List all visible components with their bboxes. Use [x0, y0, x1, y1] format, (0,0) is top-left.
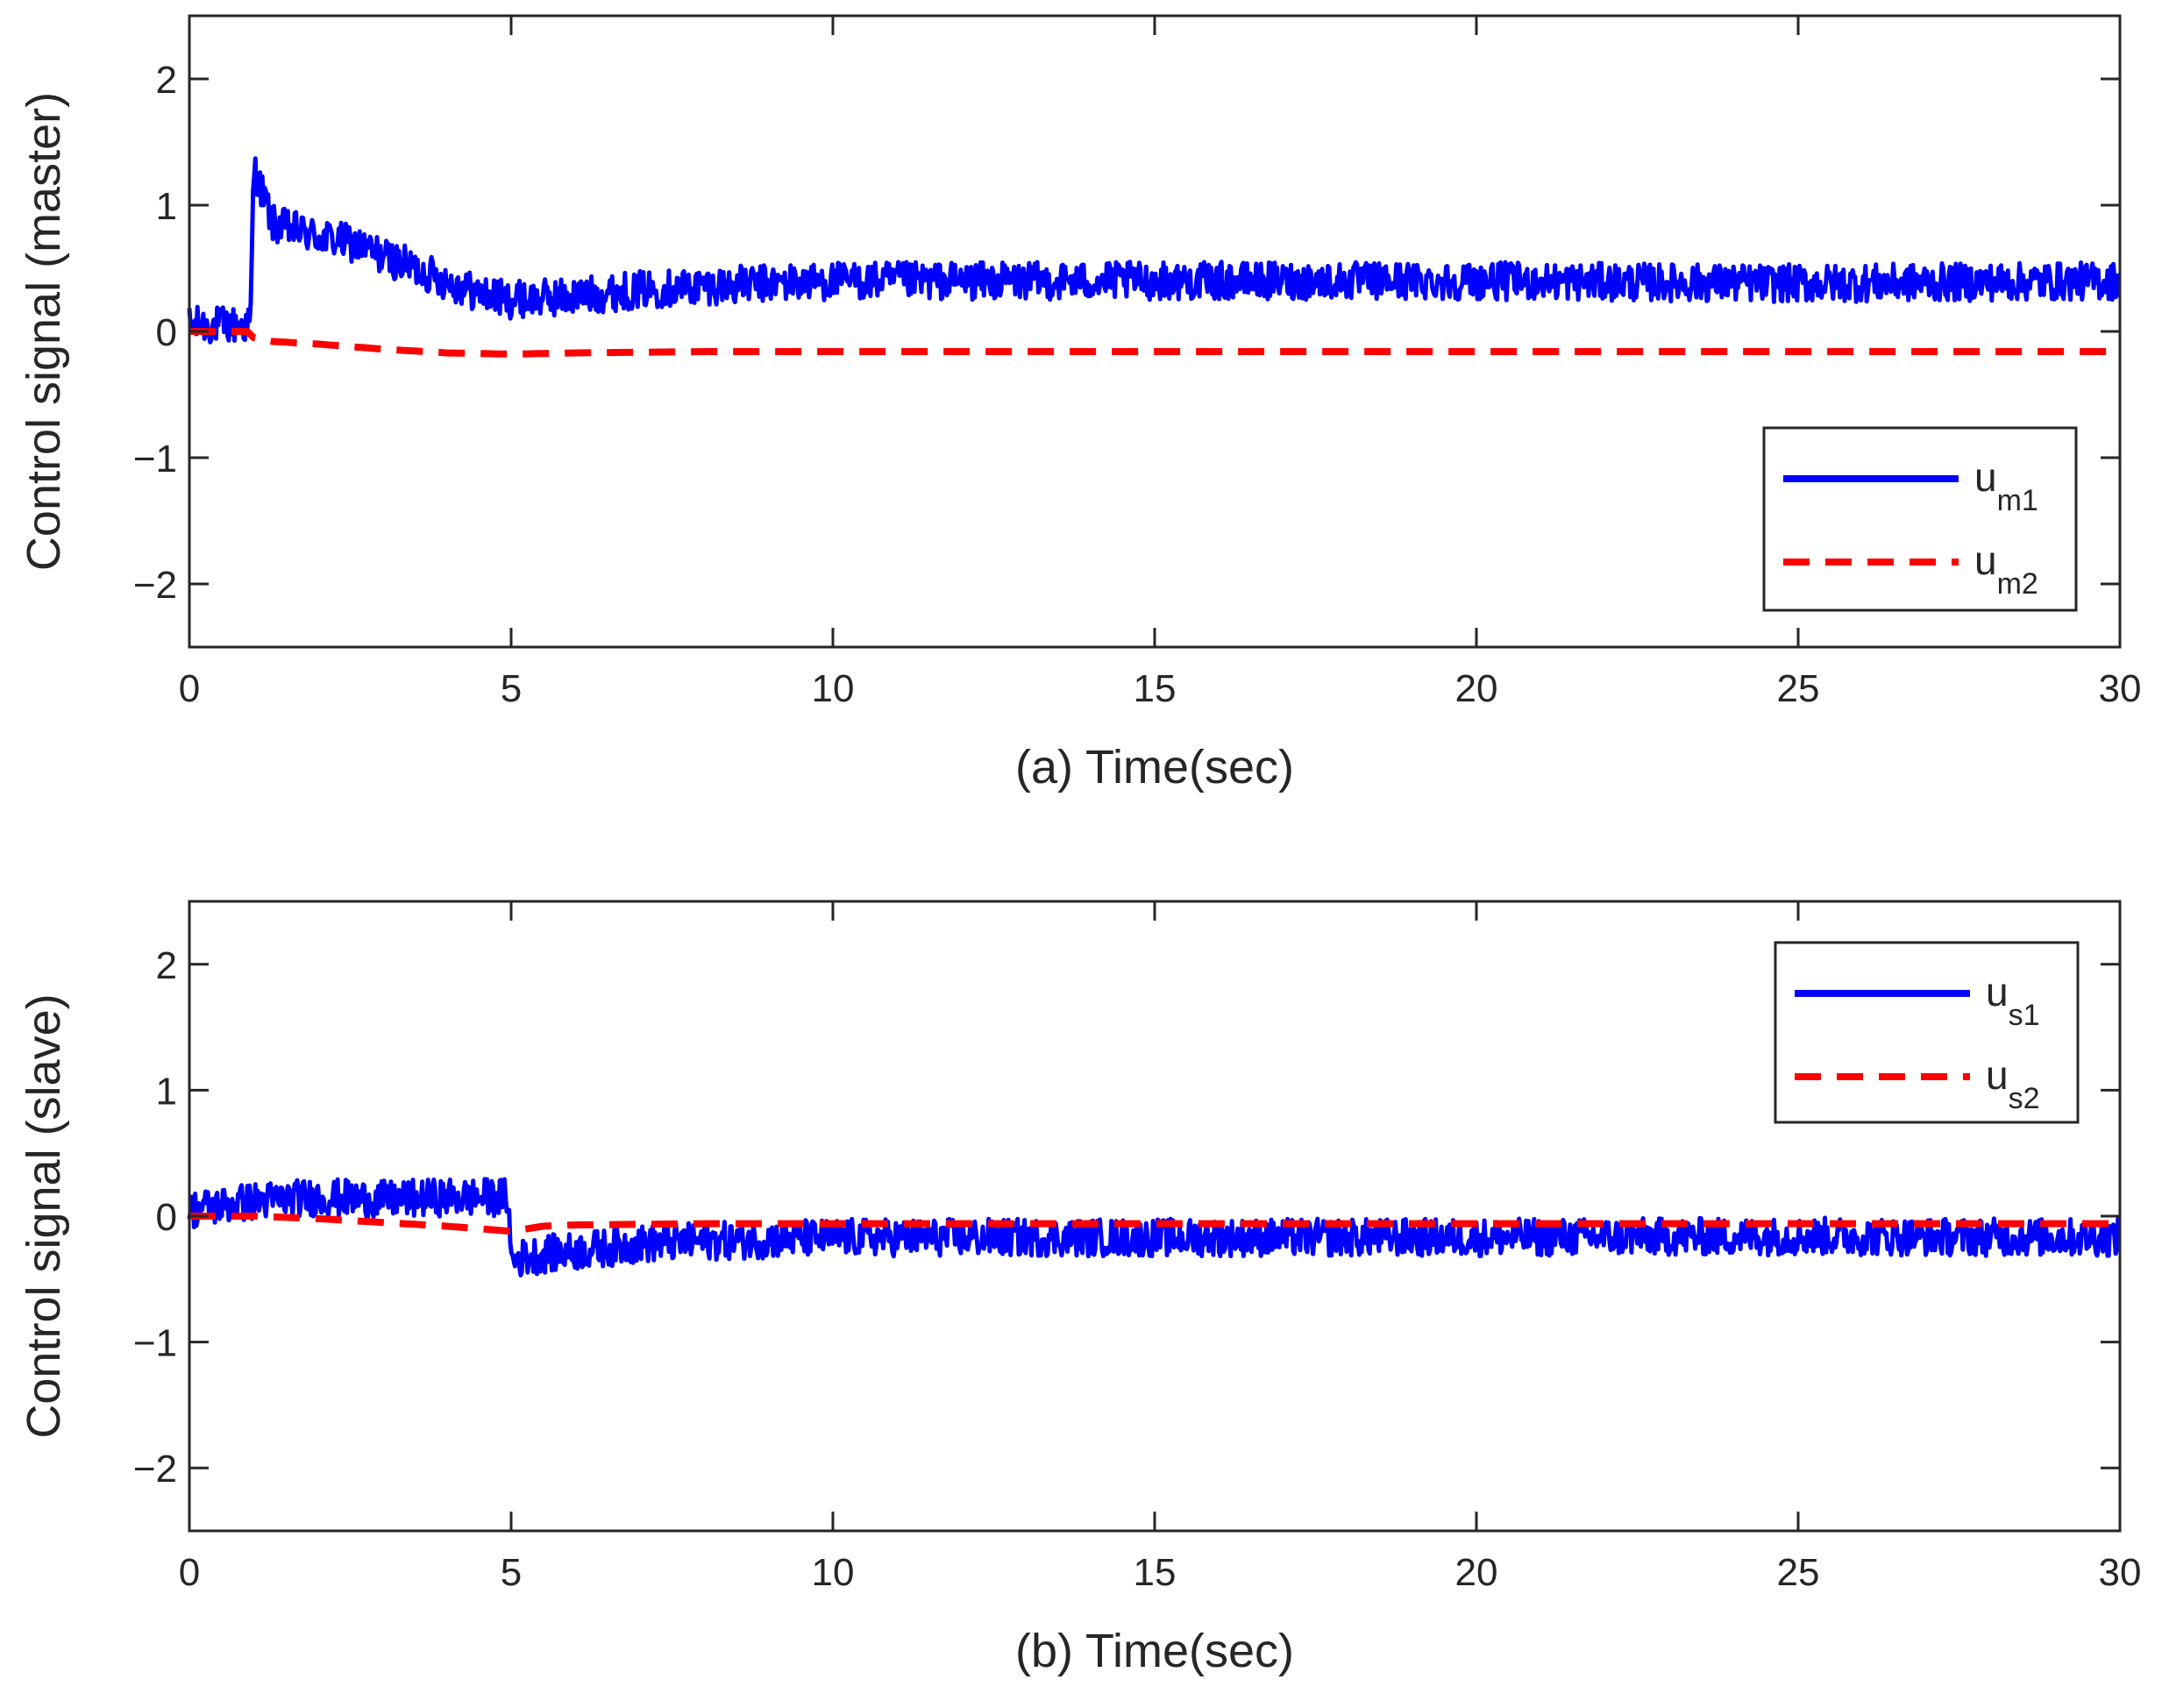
- series-line-m1: [187, 156, 2122, 345]
- series-line-m2: [188, 328, 2121, 358]
- legend-label-base: u: [1974, 454, 1997, 500]
- y-tick-label: −2: [133, 1448, 177, 1491]
- x-axis-label: (b) Time(sec): [1015, 1625, 1294, 1677]
- x-tick-label: 25: [1777, 667, 1820, 710]
- y-tick-label: 2: [156, 59, 177, 102]
- legend-label-m1: um1: [1974, 454, 2038, 517]
- legend-label-m2: um2: [1974, 537, 2038, 601]
- legend-label-base: u: [1974, 537, 1997, 583]
- y-tick-label: 0: [156, 311, 177, 354]
- x-tick-label: 0: [179, 667, 200, 710]
- x-tick-label: 15: [1134, 1551, 1177, 1594]
- x-tick-label: 10: [812, 1551, 855, 1594]
- legend-box: [1774, 941, 2080, 1124]
- y-axis-label: Control signal (master): [18, 92, 70, 571]
- x-tick-label: 0: [179, 1551, 200, 1594]
- y-tick-label: 2: [156, 944, 177, 987]
- x-tick-label: 20: [1455, 1551, 1498, 1594]
- legend-label-subscript: m2: [1997, 567, 2038, 601]
- y-tick-label: −2: [133, 564, 177, 607]
- legend-label-s1: us1: [1986, 969, 2040, 1032]
- legend-box: [1762, 426, 2078, 612]
- y-tick-label: 1: [156, 185, 177, 228]
- y-tick-label: 0: [156, 1196, 177, 1239]
- legend-label-subscript: s2: [2009, 1082, 2040, 1115]
- y-axis-label: Control signal (slave): [18, 993, 70, 1438]
- legend-label-subscript: m1: [1997, 484, 2038, 517]
- x-tick-label: 15: [1134, 667, 1177, 710]
- x-axis-label: (a) Time(sec): [1015, 741, 1294, 794]
- y-tick-label: −1: [133, 1322, 177, 1365]
- x-tick-label: 5: [501, 667, 522, 710]
- legend-label-subscript: s1: [2009, 999, 2040, 1032]
- series-line-s1: [187, 1177, 2122, 1277]
- legend-label-base: u: [1986, 969, 2009, 1014]
- y-tick-label: 1: [156, 1070, 177, 1113]
- x-tick-label: 25: [1777, 1551, 1820, 1594]
- y-tick-label: −1: [133, 438, 177, 480]
- x-tick-label: 10: [812, 667, 855, 710]
- x-tick-label: 30: [2099, 1551, 2142, 1594]
- legend-label-base: u: [1986, 1052, 2009, 1098]
- x-tick-label: 5: [501, 1551, 522, 1594]
- x-tick-label: 30: [2099, 667, 2142, 710]
- legend-label-s2: us2: [1986, 1052, 2040, 1115]
- series-line-s2: [188, 1213, 2121, 1235]
- x-tick-label: 20: [1455, 667, 1498, 710]
